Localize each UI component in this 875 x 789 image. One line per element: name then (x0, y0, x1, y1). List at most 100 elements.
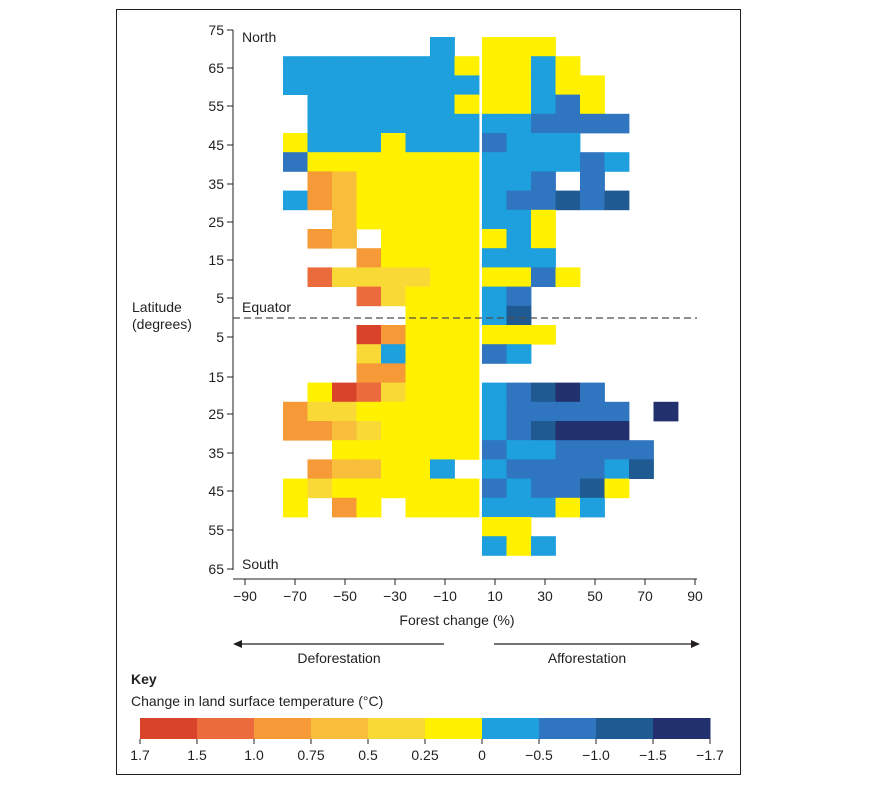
heatmap-cell (454, 229, 480, 249)
heatmap-cell (307, 478, 333, 499)
x-tick-label: −30 (383, 588, 407, 604)
key-swatch (368, 718, 426, 739)
heatmap-cell (506, 421, 532, 441)
heatmap-cell (506, 229, 532, 249)
heatmap-cell (405, 459, 431, 479)
heatmap-cell (430, 286, 455, 307)
heatmap-cell (381, 267, 406, 287)
heatmap-cell (307, 152, 333, 172)
heatmap-cell (405, 113, 431, 134)
heatmap-cell (430, 497, 455, 518)
heatmap-cell (332, 421, 357, 441)
heatmap-cell (332, 75, 357, 95)
heatmap-cell (356, 171, 382, 191)
heatmap-cell (283, 56, 308, 76)
heatmap-cell (307, 267, 333, 287)
heatmap-cell (381, 440, 406, 460)
heatmap-cell (506, 517, 532, 537)
heatmap-cell (405, 286, 431, 307)
y-tick-label: 15 (208, 252, 224, 268)
heatmap-cell (454, 325, 480, 345)
heatmap-cell (506, 401, 532, 422)
heatmap-cell (307, 94, 333, 115)
heatmap-cell (332, 497, 357, 518)
heatmap-cell (454, 94, 480, 115)
heatmap-cell (555, 440, 581, 460)
x-tick-label: −90 (233, 588, 257, 604)
heatmap-cell (531, 94, 556, 115)
heatmap-cell (506, 37, 532, 57)
heatmap-cell (430, 152, 455, 172)
heatmap-cell (482, 171, 507, 191)
heatmap-cell (405, 94, 431, 115)
heatmap-cell (555, 478, 581, 499)
heatmap-cell (653, 401, 679, 422)
key-label: 0.75 (297, 747, 324, 763)
heatmap-cell (555, 267, 581, 287)
heatmap-cell (430, 113, 455, 134)
heatmap-cell (531, 325, 556, 345)
heatmap-cell (283, 478, 308, 499)
heatmap-cell (482, 517, 507, 537)
heatmap-cell (356, 497, 382, 518)
heatmap-cell (381, 401, 406, 422)
key-swatch (596, 718, 654, 739)
heatmap-cell (307, 459, 333, 479)
heatmap-cell (356, 133, 382, 153)
heatmap-cell (332, 133, 357, 153)
heatmap-cell (531, 421, 556, 441)
y-tick-label: 65 (208, 561, 224, 577)
heatmap-cell (430, 421, 455, 441)
heatmap-cell (307, 229, 333, 249)
heatmap-cell (506, 209, 532, 230)
heatmap-cell (531, 113, 556, 134)
heatmap-cell (506, 113, 532, 134)
heatmap-cell (482, 209, 507, 230)
heatmap-cell (356, 363, 382, 383)
afforestation-label: Afforestation (548, 650, 626, 666)
heatmap-cell (405, 382, 431, 403)
heatmap-cell (506, 267, 532, 287)
heatmap-cell (381, 325, 406, 345)
y-tick-label: 65 (208, 60, 224, 76)
heatmap-cell (580, 459, 605, 479)
heatmap-cell (482, 94, 507, 115)
heatmap-cell (555, 382, 581, 403)
heatmap-cell (482, 286, 507, 307)
heatmap-cell (283, 401, 308, 422)
heatmap-cell (356, 382, 382, 403)
heatmap-cell (555, 459, 581, 479)
heatmap-cell (430, 37, 455, 57)
heatmap-cell (580, 478, 605, 499)
heatmap-cell (405, 497, 431, 518)
heatmap-cell (454, 305, 480, 326)
key-label: 0 (478, 747, 486, 763)
heatmap-cell (531, 152, 556, 172)
x-tick-label: −10 (433, 588, 457, 604)
heatmap-cell (381, 229, 406, 249)
heatmap-cell (356, 56, 382, 76)
heatmap-cell (482, 459, 507, 479)
heatmap-cell (430, 133, 455, 153)
heatmap-cell (283, 497, 308, 518)
heatmap-cell (405, 363, 431, 383)
color-key: 1.7 1.5 1.0 0.75 0.5 0.25 0 −0.5 −1.0 −1.5 −1.7 (130, 718, 724, 763)
heatmap-cell (405, 229, 431, 249)
heatmap-cell (482, 152, 507, 172)
heatmap-cell (454, 440, 480, 460)
heatmap-cell (381, 133, 406, 153)
heatmap-cell (405, 440, 431, 460)
heatmap-cell (332, 267, 357, 287)
key-swatch (254, 718, 312, 739)
heatmap-cell (482, 305, 507, 326)
heatmap-cell (356, 75, 382, 95)
heatmap-cell (454, 497, 480, 518)
y-tick-label: 25 (208, 214, 224, 230)
heatmap-cell (531, 401, 556, 422)
heatmap-cell (482, 325, 507, 345)
heatmap-cell (332, 440, 357, 460)
deforestation-arrow (233, 640, 444, 648)
heatmap-cell (332, 94, 357, 115)
heatmap-cell (405, 325, 431, 345)
heatmap-cell (332, 113, 357, 134)
